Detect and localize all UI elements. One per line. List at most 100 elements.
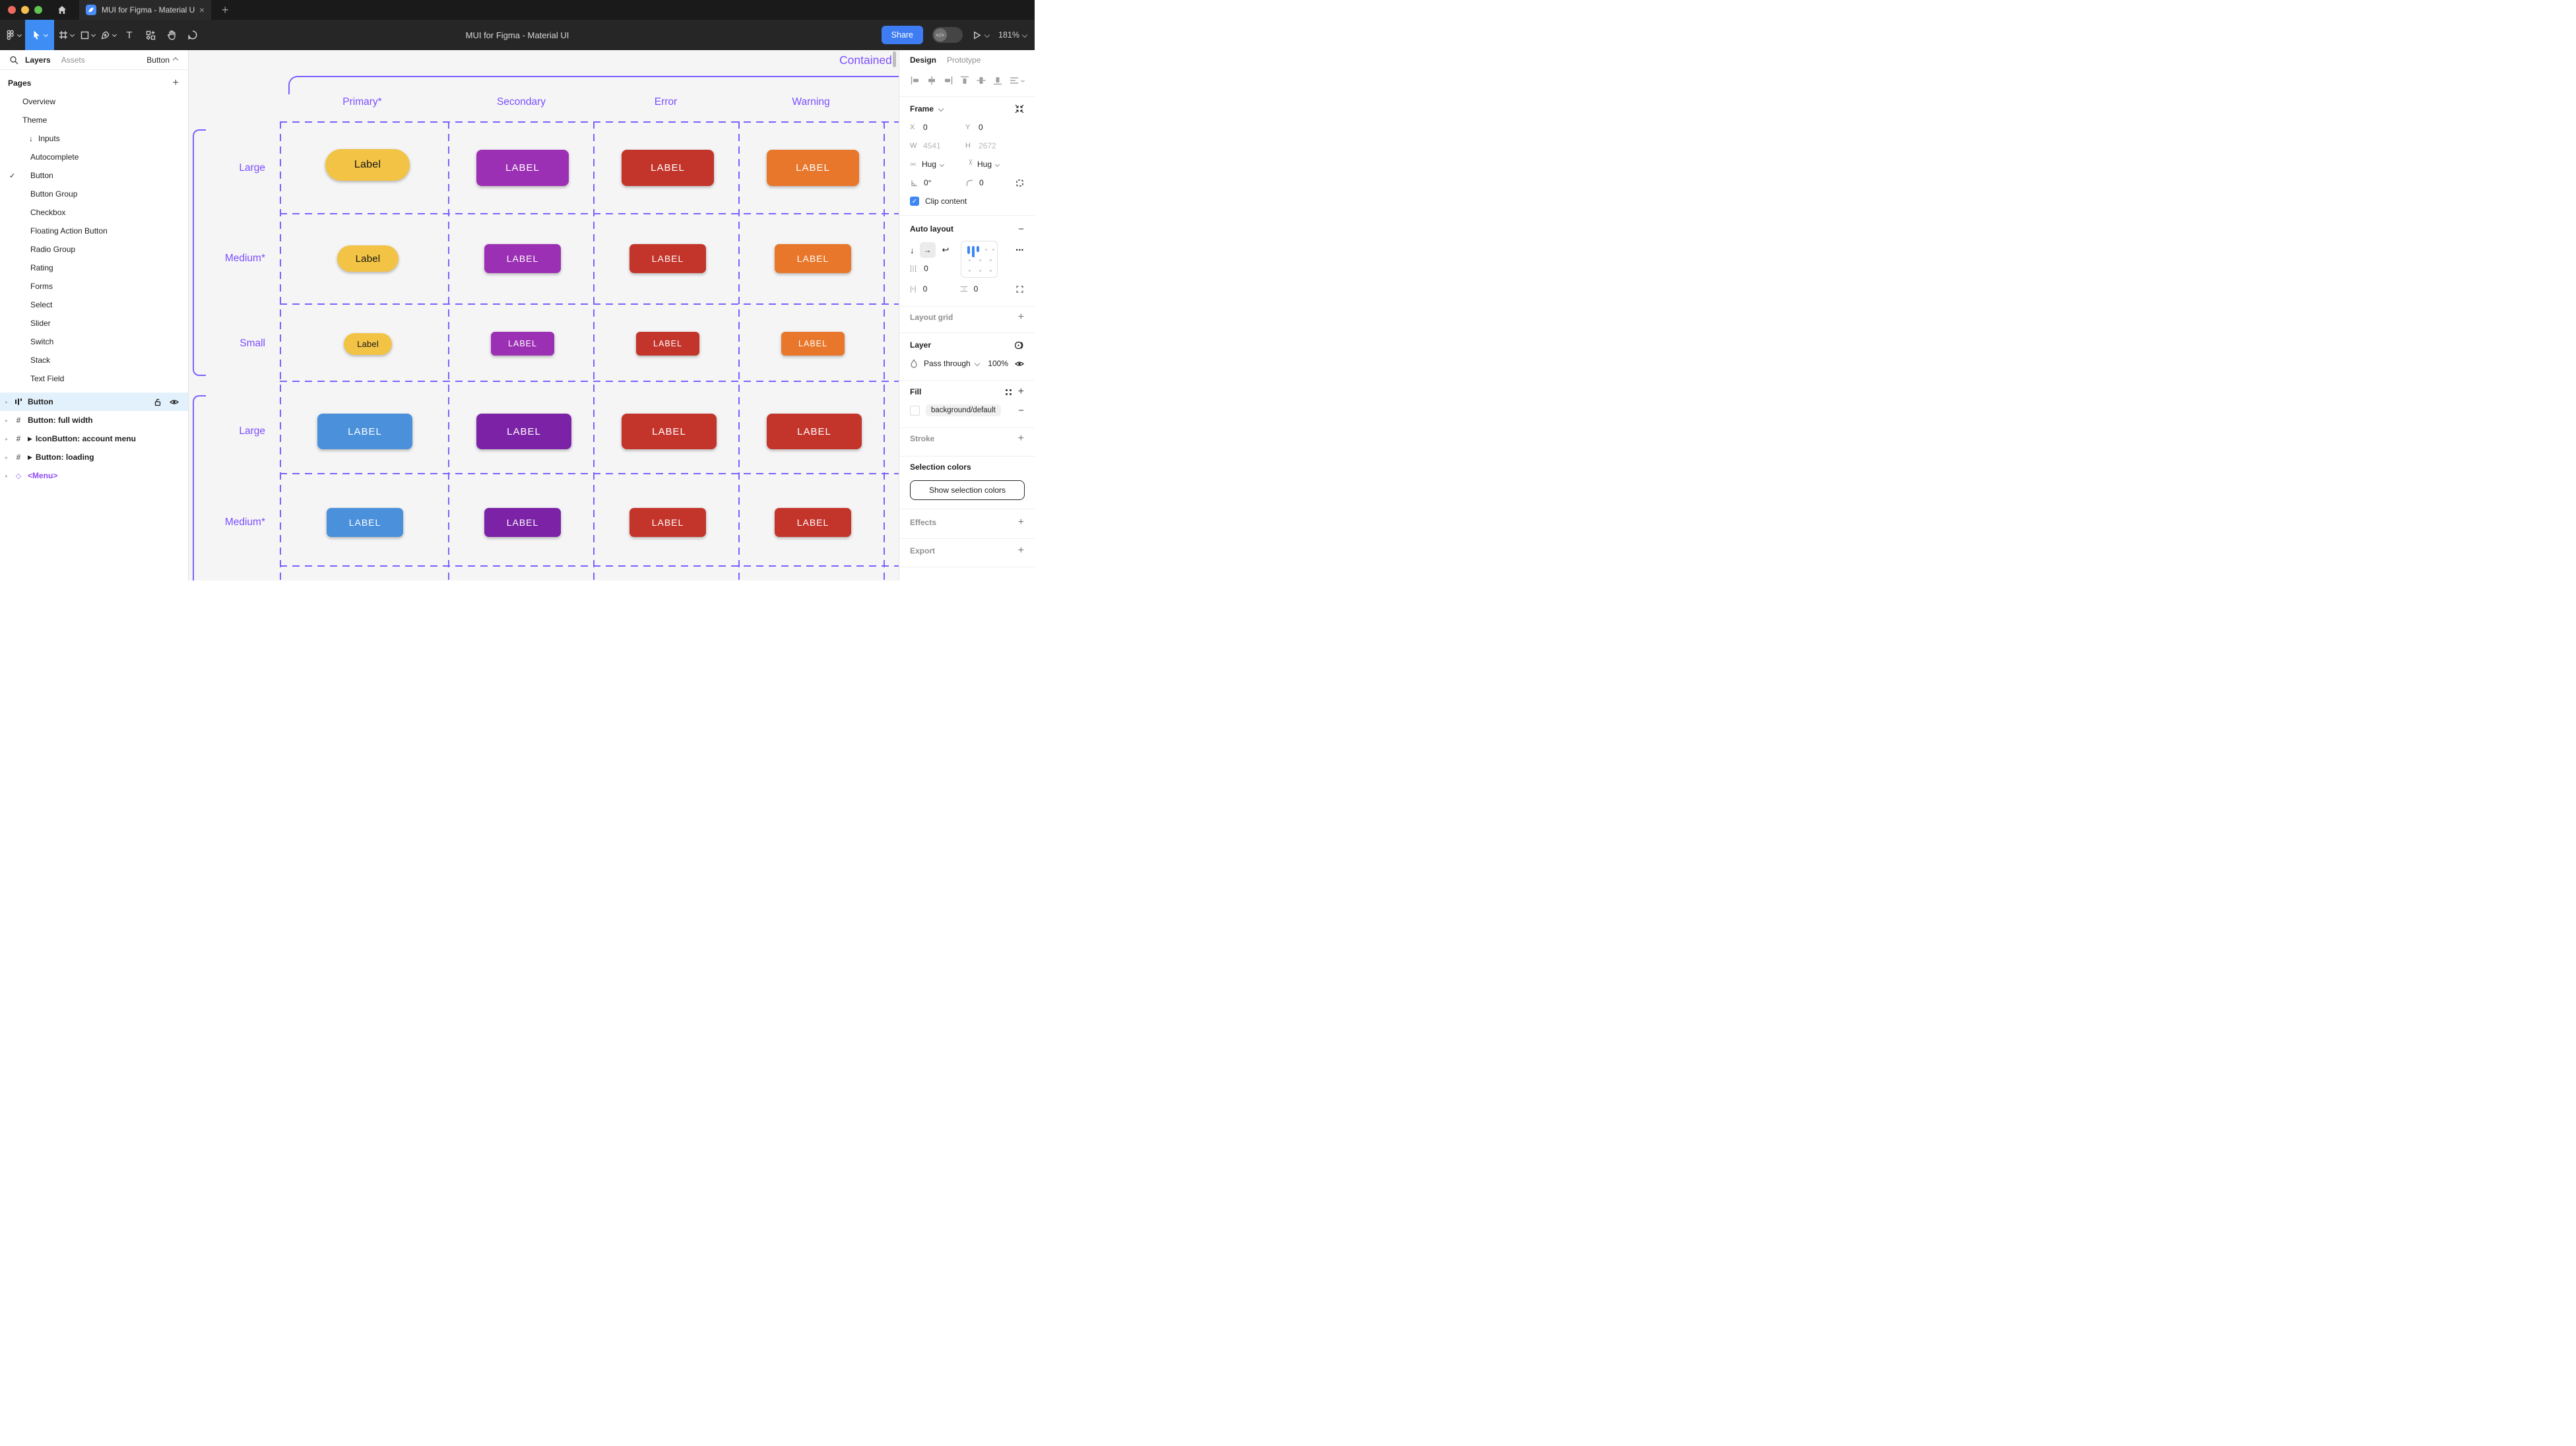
align-right-icon[interactable] xyxy=(943,75,953,86)
page-item-button[interactable]: ✓ Button xyxy=(0,166,188,185)
chevron-right-icon[interactable]: ▸ xyxy=(5,454,9,460)
dev-mode-toggle[interactable]: </> xyxy=(932,27,963,43)
y-value[interactable]: 0 xyxy=(979,123,983,132)
row-label-large[interactable]: Large xyxy=(239,162,265,173)
comment-tool-button[interactable] xyxy=(185,20,201,50)
width-value[interactable]: 4541 xyxy=(923,141,941,150)
button-sample[interactable]: LABEL xyxy=(629,244,706,273)
styles-icon[interactable] xyxy=(1005,389,1012,395)
column-header-primary[interactable]: Primary* xyxy=(342,96,382,108)
frame-title[interactable]: Contained xyxy=(839,53,892,67)
layer-row-button[interactable]: ▸ Button xyxy=(0,393,188,411)
width-field[interactable]: W 4541 xyxy=(910,141,965,150)
horizontal-padding-field[interactable]: |▫| 0 xyxy=(910,284,961,294)
button-sample[interactable]: LABEL xyxy=(775,244,851,273)
x-position-field[interactable]: X 0 xyxy=(910,123,965,132)
chevron-right-icon[interactable]: ▸ xyxy=(5,472,9,479)
horizontal-padding-value[interactable]: 0 xyxy=(922,284,928,294)
opacity-value[interactable]: 100% xyxy=(988,359,1008,368)
button-sample[interactable]: LABEL xyxy=(636,332,699,356)
page-item-rating[interactable]: Rating xyxy=(0,259,188,277)
rotation-value[interactable]: 0° xyxy=(924,178,932,187)
button-sample[interactable]: LABEL xyxy=(484,244,561,273)
minimize-window-button[interactable] xyxy=(21,6,29,14)
home-icon[interactable] xyxy=(57,5,67,15)
column-header-error[interactable]: Error xyxy=(654,96,678,108)
add-stroke-button[interactable]: + xyxy=(1017,433,1024,444)
layer-row-menu-instance[interactable]: ▸ ◇ <Menu> xyxy=(0,466,188,485)
pen-tool-button[interactable] xyxy=(100,20,117,50)
column-header-secondary[interactable]: Secondary xyxy=(496,96,546,108)
button-sample[interactable]: LABEL xyxy=(767,414,862,449)
remove-auto-layout-button[interactable]: − xyxy=(1018,223,1024,235)
button-sample[interactable]: LABEL xyxy=(476,150,569,186)
frame-section-label[interactable]: Frame xyxy=(910,104,934,113)
add-fill-button[interactable]: + xyxy=(1017,386,1024,397)
chevron-right-icon[interactable]: ▸ xyxy=(5,398,9,405)
row-label-medium-2[interactable]: Medium* xyxy=(224,517,265,528)
remove-fill-button[interactable]: − xyxy=(1018,404,1024,416)
chevron-right-icon[interactable]: ▸ xyxy=(5,435,9,442)
page-item-autocomplete[interactable]: Autocomplete xyxy=(0,148,188,166)
close-window-button[interactable] xyxy=(8,6,16,14)
corner-radius-field[interactable]: 0 xyxy=(965,178,1021,187)
canvas-scrollbar[interactable] xyxy=(893,51,896,67)
tab-layers[interactable]: Layers xyxy=(25,55,51,65)
auto-layout-more-icon[interactable]: ••• xyxy=(1015,247,1024,253)
new-tab-button[interactable]: + xyxy=(222,3,229,16)
layer-row-button-loading[interactable]: ▸ # ▶ Button: loading xyxy=(0,448,188,466)
component-filter[interactable]: Button xyxy=(146,55,179,65)
button-sample[interactable]: LABEL xyxy=(767,150,859,186)
page-item-inputs[interactable]: ↓ Inputs xyxy=(0,129,188,148)
horizontal-resizing-select[interactable]: >< Hug xyxy=(910,160,965,169)
row-label-large-2[interactable]: Large xyxy=(239,425,265,437)
blend-mode-value[interactable]: Pass through xyxy=(924,359,971,368)
tidy-up-icon[interactable] xyxy=(1009,75,1025,86)
direction-vertical-icon[interactable]: ↓ xyxy=(910,245,915,255)
vertical-padding-value[interactable]: 0 xyxy=(973,284,979,294)
button-sample[interactable]: LABEL xyxy=(484,508,561,537)
page-item-theme[interactable]: Theme xyxy=(0,111,188,129)
button-sample[interactable]: LABEL xyxy=(629,508,706,537)
tab-assets[interactable]: Assets xyxy=(61,55,85,65)
collapse-panel-icon[interactable] xyxy=(1015,104,1024,113)
fill-token-chip[interactable]: background/default xyxy=(926,404,1001,416)
page-item-slider[interactable]: Slider xyxy=(0,314,188,332)
tab-design[interactable]: Design xyxy=(910,55,937,65)
alignment-grid-widget[interactable] xyxy=(961,241,998,278)
add-export-button[interactable]: + xyxy=(1017,545,1024,556)
height-field[interactable]: H 2672 xyxy=(965,141,1021,150)
chevron-right-icon[interactable]: ▸ xyxy=(5,417,9,424)
close-tab-icon[interactable]: × xyxy=(199,5,205,15)
page-item-switch[interactable]: Switch xyxy=(0,332,188,351)
align-horizontal-center-icon[interactable] xyxy=(926,75,937,86)
text-tool-button[interactable]: T xyxy=(126,29,133,41)
x-value[interactable]: 0 xyxy=(923,123,928,132)
button-sample[interactable]: Label xyxy=(325,149,410,181)
vertical-resizing-select[interactable]: >< Hug xyxy=(965,159,1021,169)
file-tab[interactable]: MUI for Figma - Material UI × xyxy=(79,0,211,20)
button-sample[interactable]: LABEL xyxy=(622,414,717,449)
layer-row-iconbutton-account-menu[interactable]: ▸ # ▶ IconButton: account menu xyxy=(0,429,188,448)
add-layout-grid-button[interactable]: + xyxy=(1017,311,1024,323)
button-sample[interactable]: LABEL xyxy=(775,508,851,537)
zoom-window-button[interactable] xyxy=(34,6,42,14)
align-left-icon[interactable] xyxy=(910,75,920,86)
share-button[interactable]: Share xyxy=(881,26,924,44)
zoom-level-menu[interactable]: 181% xyxy=(998,30,1028,40)
corner-radius-value[interactable]: 0 xyxy=(979,178,984,187)
layer-row-button-full-width[interactable]: ▸ # Button: full width xyxy=(0,411,188,429)
blend-mode-icon[interactable] xyxy=(1014,340,1024,350)
button-sample[interactable]: LABEL xyxy=(327,508,403,537)
main-menu-button[interactable] xyxy=(5,20,22,50)
page-item-radio-group[interactable]: Radio Group xyxy=(0,240,188,259)
direction-horizontal-icon[interactable]: → xyxy=(919,242,936,258)
button-sample[interactable]: LABEL xyxy=(476,414,571,449)
button-sample[interactable]: LABEL xyxy=(622,150,714,186)
canvas[interactable]: Contained Primary* Secondary Error Warni… xyxy=(189,50,899,581)
show-selection-colors-button[interactable]: Show selection colors xyxy=(910,480,1025,500)
lock-icon[interactable] xyxy=(154,398,162,406)
move-tool-button[interactable] xyxy=(25,20,54,50)
gap-value[interactable]: 0 xyxy=(924,264,928,273)
page-item-text-field[interactable]: Text Field xyxy=(0,369,188,388)
